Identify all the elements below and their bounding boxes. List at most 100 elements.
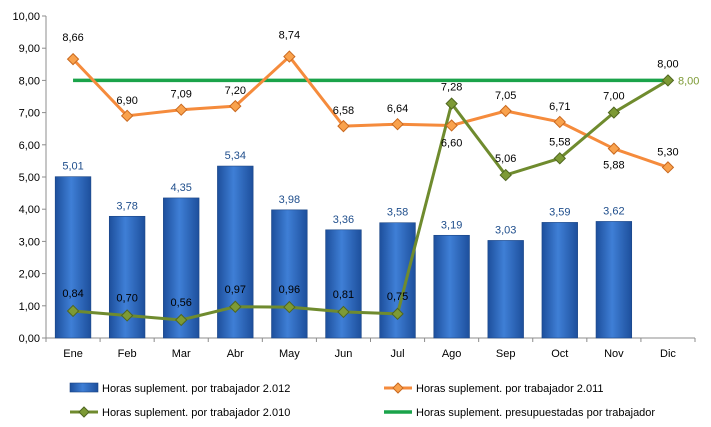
point-2010 (337, 305, 350, 319)
legend-marker (78, 406, 90, 418)
data-label-2011: 8,74 (279, 30, 300, 42)
data-label-2011: 5,88 (603, 160, 624, 172)
point-2011 (499, 104, 512, 118)
legend-label: Horas suplement. presupuestadas por trab… (416, 407, 655, 419)
point-2011 (391, 117, 404, 131)
data-label-budget: 8,00 (678, 75, 699, 87)
y-tick-label: 1,00 (19, 301, 40, 313)
data-label-2010: 0,56 (170, 297, 191, 309)
data-label-2011: 7,09 (170, 89, 191, 101)
data-label-2010: 8,00 (657, 58, 678, 70)
data-label-2010: 5,06 (495, 153, 516, 165)
y-tick-label: 0,00 (19, 333, 40, 345)
point-2011 (229, 99, 242, 113)
data-label-2011: 6,58 (333, 105, 354, 117)
legend-item: Horas suplement. presupuestadas por trab… (384, 407, 655, 419)
data-label-2010: 7,28 (441, 82, 462, 94)
data-label-2011: 6,90 (116, 95, 137, 107)
legend-label: Horas suplement. por trabajador 2.012 (102, 383, 290, 395)
bar-data-label: 3,36 (333, 214, 354, 226)
legend-item: Horas suplement. por trabajador 2.010 (70, 406, 290, 419)
bar (595, 221, 633, 339)
bar-data-label: 3,19 (441, 219, 462, 231)
x-tick-label: Sep (496, 348, 516, 360)
point-2010 (120, 309, 134, 322)
data-label-2010: 7,00 (603, 91, 624, 103)
legend-item: Horas suplement. por trabajador 2.011 (384, 382, 604, 395)
y-tick-label: 8,00 (19, 75, 40, 87)
data-label-2010: 0,70 (116, 292, 137, 304)
data-label-2010: 0,75 (387, 291, 408, 303)
point-2010 (175, 313, 188, 327)
x-tick-label: Jun (335, 348, 353, 360)
point-2011 (553, 115, 566, 129)
bar-data-label: 5,34 (225, 150, 246, 162)
data-label-2011: 6,60 (441, 137, 462, 149)
series-line-2010 (72, 79, 669, 322)
bar (541, 222, 578, 339)
bar (271, 209, 308, 339)
legend-marker (392, 382, 404, 394)
data-label-2011: 5,30 (657, 146, 678, 158)
point-2011 (175, 103, 188, 116)
y-tick-label: 10,00 (12, 11, 40, 23)
legend-label: Horas suplement. por trabajador 2.010 (102, 407, 290, 419)
point-2011 (607, 142, 621, 155)
bar (325, 229, 362, 339)
bar-data-label: 5,01 (62, 161, 83, 173)
point-2010 (553, 152, 566, 165)
axes: 0,00 1,00 2,00 3,00 4,00 5,00 6,00 7,00 8,00 9,00… (12, 11, 696, 360)
x-tick-label: Nov (604, 348, 624, 360)
data-label-2010: 0,84 (62, 288, 83, 300)
data-label-2011: 6,71 (549, 101, 570, 113)
y-tick-label: 3,00 (19, 236, 40, 248)
x-tick-label: Abr (227, 348, 244, 360)
data-label-2010: 0,96 (279, 284, 300, 296)
point-2011 (66, 52, 80, 66)
x-tick-label: Mar (172, 348, 191, 360)
bars (54, 165, 633, 339)
bar-data-label: 4,35 (170, 182, 191, 194)
point-2010 (66, 304, 80, 318)
x-tick-label: Ene (63, 348, 83, 360)
point-2011 (337, 119, 350, 133)
data-label-2010: 5,58 (549, 136, 570, 148)
bar (379, 222, 416, 339)
point-2010 (445, 97, 458, 110)
point-2011 (445, 119, 458, 132)
bar (487, 240, 524, 339)
point-2011 (120, 109, 134, 123)
data-label-2011: 6,64 (387, 103, 408, 115)
y-tick-label: 6,00 (19, 140, 40, 152)
bar-data-label: 3,03 (495, 224, 516, 236)
y-tick-label: 9,00 (19, 43, 40, 55)
point-2010 (661, 74, 675, 87)
point-2011 (661, 161, 675, 174)
x-tick-label: Jul (391, 348, 405, 360)
bar-data-label: 3,98 (279, 194, 300, 206)
bar-data-label: 3,59 (549, 206, 570, 218)
point-2010 (283, 300, 296, 314)
point-2011 (283, 50, 296, 63)
data-label-2011: 7,05 (495, 90, 516, 102)
legend-item: Horas suplement. por trabajador 2.012 (69, 382, 290, 395)
y-tick-label: 4,00 (19, 204, 40, 216)
bar-data-label: 3,62 (603, 205, 624, 217)
x-tick-label: Oct (551, 348, 568, 360)
point-2010 (391, 307, 404, 321)
legend: Horas suplement. por trabajador 2.012 Hor… (69, 382, 655, 419)
x-tick-label: Ago (442, 348, 462, 360)
y-tick-label: 2,00 (19, 269, 40, 281)
legend-label: Horas suplement. por trabajador 2.011 (416, 383, 604, 395)
bar-data-label: 3,58 (387, 207, 408, 219)
data-labels: 5,01 3,78 4,35 5,34 3,98 3,36 3,58 3,19 3,03 3,59… (62, 30, 699, 309)
series-line-2011 (71, 55, 669, 169)
point-2010 (229, 300, 242, 313)
data-label-2011: 7,20 (225, 85, 246, 97)
x-tick-label: May (279, 348, 300, 360)
x-tick-label: Dic (660, 348, 676, 360)
data-label-2010: 0,81 (333, 289, 354, 301)
point-2010 (499, 168, 512, 182)
lines (66, 50, 675, 327)
